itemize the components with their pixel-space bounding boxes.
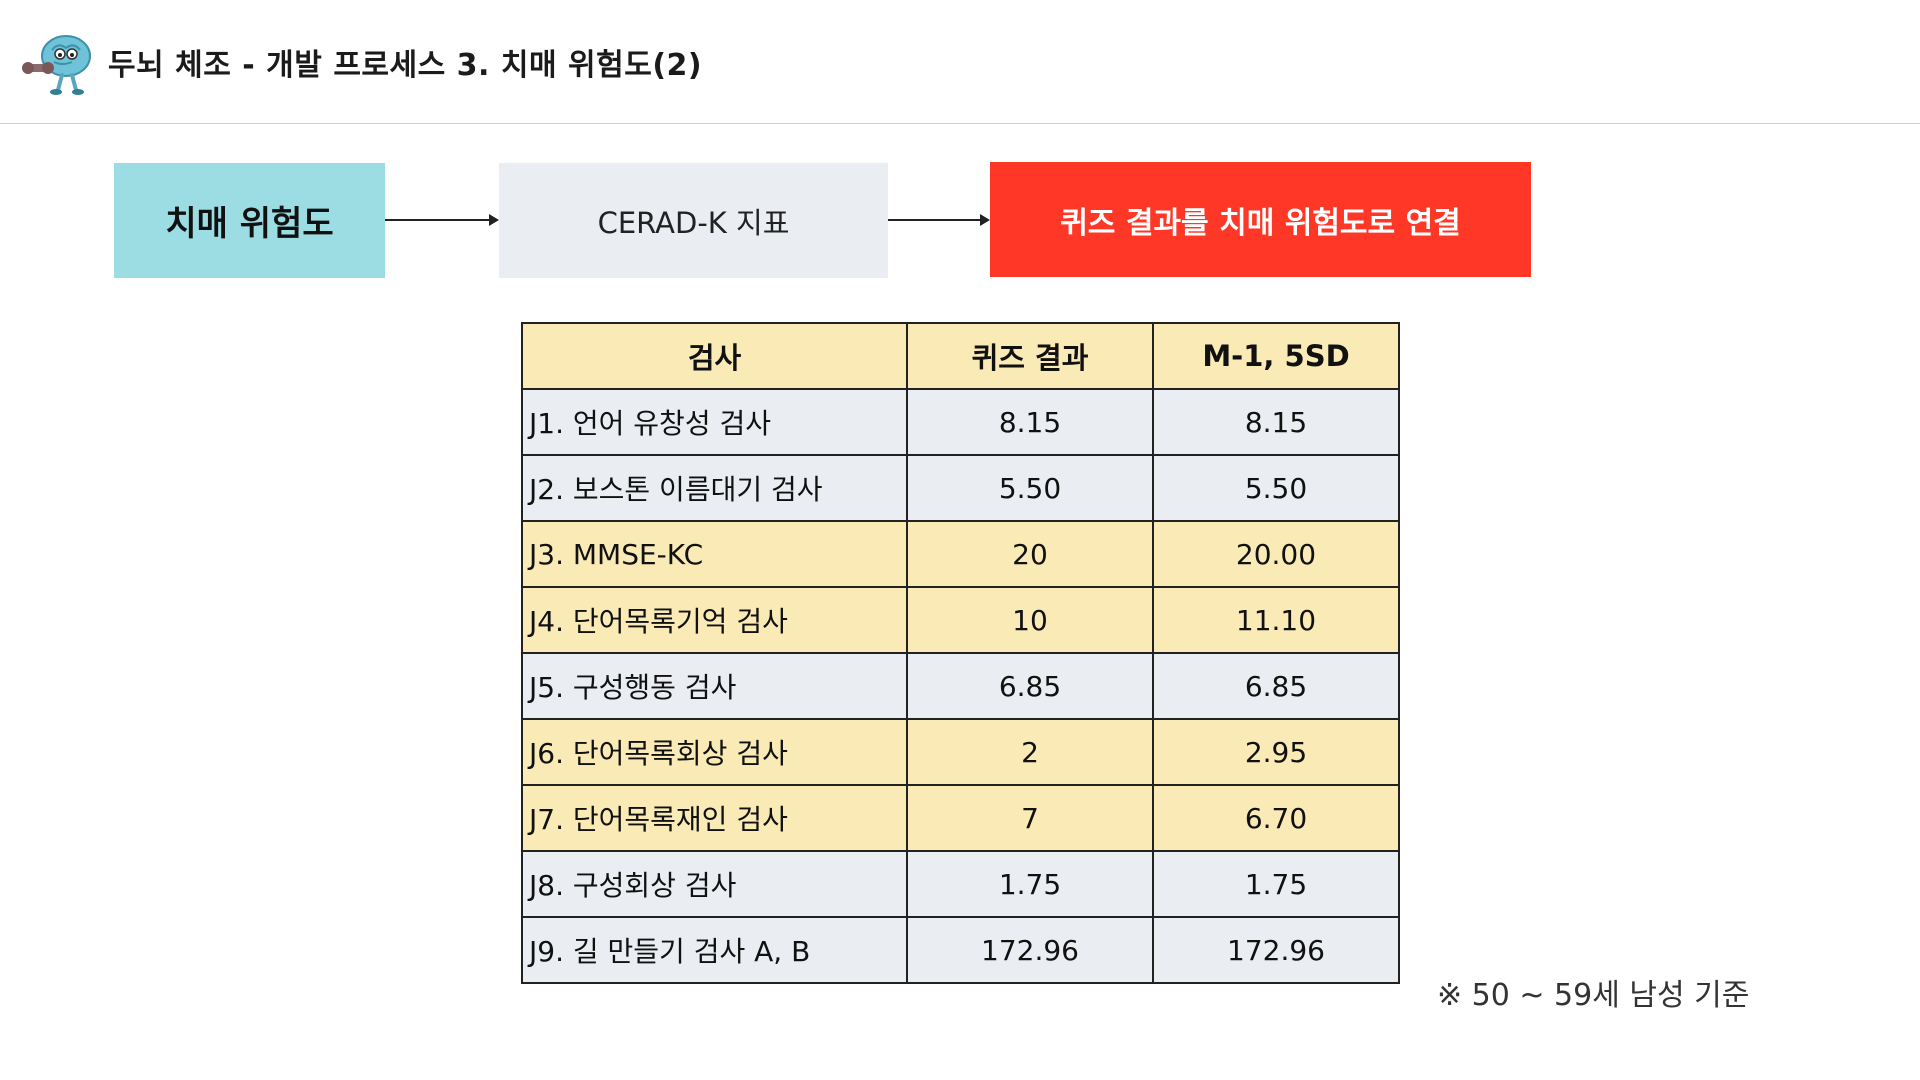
- flow-step-cerad-k: CERAD-K 지표: [499, 163, 888, 278]
- sd-value: 11.10: [1152, 586, 1400, 654]
- test-name: J2. 보스톤 이름대기 검사: [521, 454, 908, 522]
- quiz-value: 7: [906, 784, 1154, 852]
- quiz-value: 10: [906, 586, 1154, 654]
- test-name: J5. 구성행동 검사: [521, 652, 908, 720]
- quiz-value: 8.15: [906, 388, 1154, 456]
- sd-value: 5.50: [1152, 454, 1400, 522]
- flow-step-dementia-risk: 치매 위험도: [114, 163, 385, 278]
- quiz-value: 2: [906, 718, 1154, 786]
- quiz-value: 5.50: [906, 454, 1154, 522]
- footnote: ※ 50 ~ 59세 남성 기준: [1437, 978, 1750, 1013]
- table-row: J3. MMSE-KC 20 20.00: [521, 520, 1400, 588]
- sd-value: 6.85: [1152, 652, 1400, 720]
- sd-value: 1.75: [1152, 850, 1400, 918]
- arrow-right-icon: [888, 214, 990, 226]
- table-row: J1. 언어 유창성 검사 8.15 8.15: [521, 388, 1400, 456]
- table-row: J9. 길 만들기 검사 A, B 172.96 172.96: [521, 916, 1400, 984]
- table-row: J5. 구성행동 검사 6.85 6.85: [521, 652, 1400, 720]
- test-name: J7. 단어목록재인 검사: [521, 784, 908, 852]
- header-quiz-result: 퀴즈 결과: [906, 322, 1154, 390]
- test-name: J8. 구성회상 검사: [521, 850, 908, 918]
- brain-mascot-icon: [22, 35, 91, 95]
- header-bar: 두뇌 체조 - 개발 프로세스 3. 치매 위험도(2): [0, 0, 1920, 124]
- quiz-value: 172.96: [906, 916, 1154, 984]
- table-row: J4. 단어목록기억 검사 10 11.10: [521, 586, 1400, 654]
- quiz-value: 1.75: [906, 850, 1154, 918]
- flow-step-quiz-link: 퀴즈 결과를 치매 위험도로 연결: [990, 162, 1531, 277]
- sd-value: 6.70: [1152, 784, 1400, 852]
- test-name: J1. 언어 유창성 검사: [521, 388, 908, 456]
- sd-value: 8.15: [1152, 388, 1400, 456]
- test-name: J9. 길 만들기 검사 A, B: [521, 916, 908, 984]
- arrow-right-icon: [385, 214, 499, 226]
- quiz-value: 6.85: [906, 652, 1154, 720]
- quiz-value: 20: [906, 520, 1154, 588]
- sd-value: 172.96: [1152, 916, 1400, 984]
- header-test: 검사: [521, 322, 908, 390]
- test-name: J3. MMSE-KC: [521, 520, 908, 588]
- sd-value: 20.00: [1152, 520, 1400, 588]
- table-row: J6. 단어목록회상 검사 2 2.95: [521, 718, 1400, 786]
- results-table: 검사 퀴즈 결과 M-1, 5SD J1. 언어 유창성 검사 8.15 8.1…: [521, 322, 1400, 984]
- sd-value: 2.95: [1152, 718, 1400, 786]
- table-header-row: 검사 퀴즈 결과 M-1, 5SD: [521, 322, 1400, 390]
- table-row: J7. 단어목록재인 검사 7 6.70: [521, 784, 1400, 852]
- test-name: J6. 단어목록회상 검사: [521, 718, 908, 786]
- page-title: 두뇌 체조 - 개발 프로세스 3. 치매 위험도(2): [108, 48, 703, 83]
- table-row: J8. 구성회상 검사 1.75 1.75: [521, 850, 1400, 918]
- header-m1-5sd: M-1, 5SD: [1152, 322, 1400, 390]
- test-name: J4. 단어목록기억 검사: [521, 586, 908, 654]
- table-row: J2. 보스톤 이름대기 검사 5.50 5.50: [521, 454, 1400, 522]
